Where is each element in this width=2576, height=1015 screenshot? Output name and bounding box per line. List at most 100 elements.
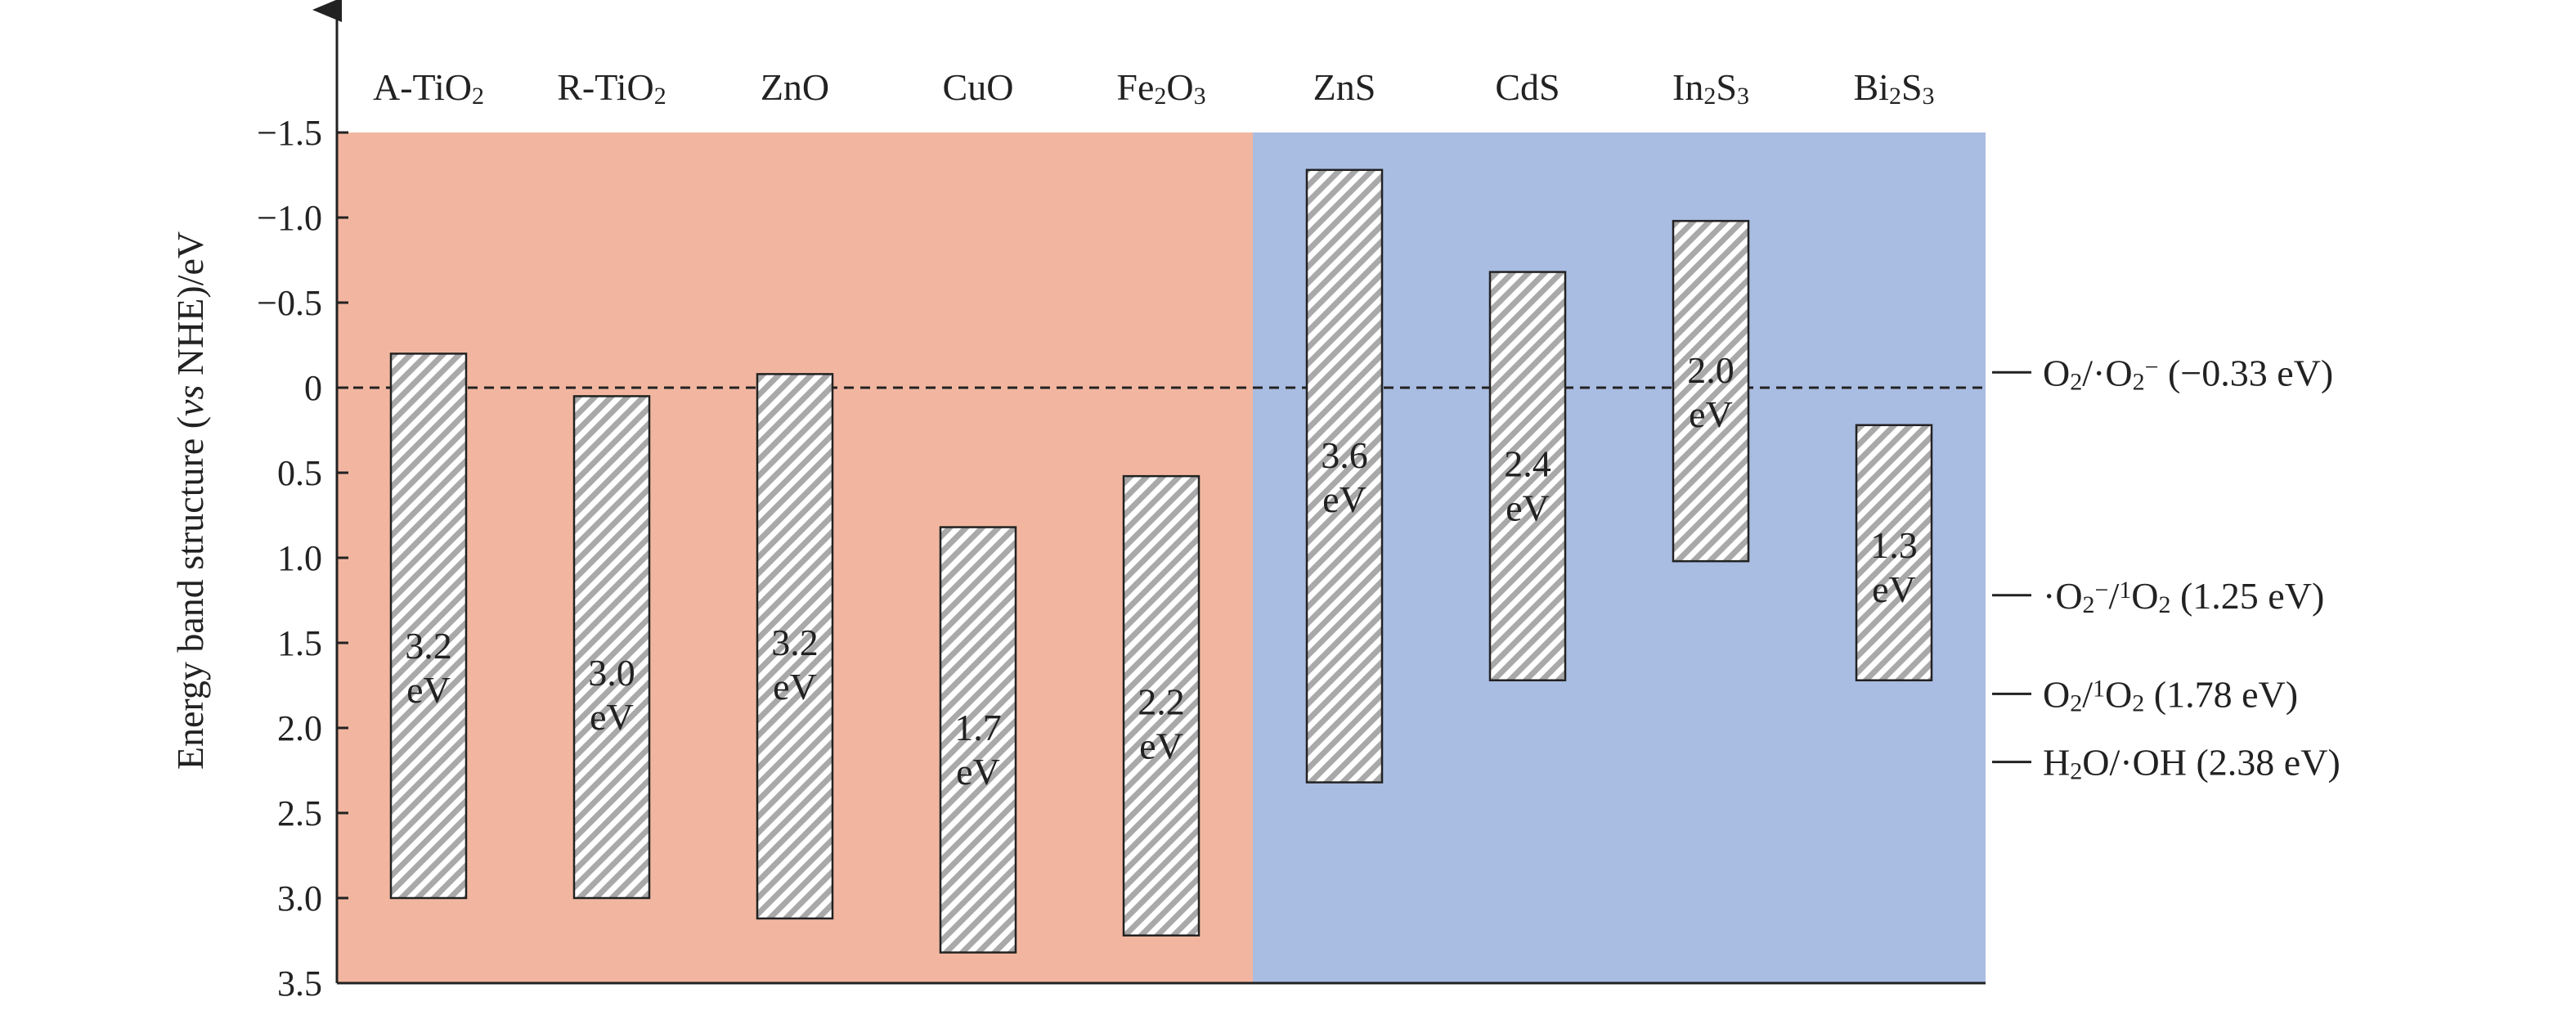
- band-gap-value-ZnS: 3.6: [1321, 434, 1368, 476]
- y-axis-title-italic: vs: [169, 385, 211, 416]
- y-tick-label: 3.0: [277, 878, 322, 918]
- reference-level-label-0-segment: 2: [2133, 369, 2145, 396]
- reference-level-label-1-segment: /: [2108, 575, 2119, 617]
- category-label-ZnS: ZnS: [1313, 66, 1376, 108]
- reference-level-label-3-segment: 2: [2070, 758, 2082, 785]
- reference-level-label-2: O2/1O2 (1.78 eV): [2043, 673, 2298, 716]
- band-bar-In2S3: [1672, 219, 1750, 563]
- category-label-In2S3-segment: In: [1672, 66, 1703, 108]
- y-tick-label: 3.5: [277, 963, 322, 1004]
- reference-level-label-2-segment: 2: [2070, 690, 2082, 717]
- y-tick-label: −1.0: [257, 198, 322, 238]
- category-label-A-TiO2: A-TiO2: [373, 66, 484, 110]
- reference-level-label-1-segment: 2: [2158, 591, 2170, 618]
- y-tick-label: 1.0: [277, 538, 322, 578]
- category-label-CuO-segment: CuO: [943, 66, 1014, 108]
- category-label-Fe2O3-segment: 3: [1194, 83, 1206, 110]
- category-label-ZnS-segment: ZnS: [1313, 66, 1376, 108]
- band-gap-unit-CuO: eV: [956, 751, 1000, 793]
- band-bar-ZnO: [756, 373, 834, 920]
- band-gap-unit-CdS: eV: [1506, 487, 1550, 528]
- reference-level-label-3-segment: O/·OH (2.38 eV): [2082, 742, 2340, 784]
- band-gap-unit-ZnS: eV: [1322, 478, 1367, 520]
- reference-level-label-0-segment: O: [2043, 352, 2070, 393]
- band-gap-value-ZnO: 3.2: [771, 622, 819, 663]
- reference-level-label-1-segment: −: [2095, 576, 2109, 603]
- band-gap-value-R-TiO2: 3.0: [588, 652, 635, 694]
- reference-level-label-1-segment: ·O: [2043, 575, 2083, 617]
- y-tick-label: −0.5: [257, 283, 322, 323]
- band-bar-CuO: [939, 526, 1017, 954]
- band-gap-value-A-TiO2: 3.2: [405, 625, 452, 667]
- reference-level-label-1-segment: 2: [2083, 591, 2095, 618]
- reference-level-label-1-segment: (1.25 eV): [2170, 575, 2324, 617]
- category-label-ZnO-segment: ZnO: [761, 66, 829, 108]
- y-tick-label: 0.5: [277, 453, 322, 493]
- category-label-In2S3-segment: 2: [1703, 83, 1716, 110]
- category-label-In2S3-segment: S: [1716, 66, 1737, 108]
- category-label-CuO: CuO: [943, 66, 1014, 108]
- reference-level-label-3: H2O/·OH (2.38 eV): [2043, 742, 2340, 785]
- band-bar-CdS: [1488, 271, 1567, 682]
- category-label-R-TiO2-segment: R-TiO: [557, 66, 653, 108]
- y-axis-title-part: NHE)/eV: [169, 231, 211, 385]
- band-gap-value-CuO: 1.7: [954, 707, 1002, 748]
- band-bar-A-TiO2: [389, 353, 468, 900]
- y-tick-label: 1.5: [277, 623, 322, 663]
- y-tick-label: 2.0: [277, 708, 322, 748]
- reference-level-label-0-segment: 2: [2070, 369, 2082, 396]
- category-label-A-TiO2-segment: 2: [472, 83, 484, 110]
- category-label-Fe2O3-segment: 2: [1154, 83, 1166, 110]
- category-label-ZnO: ZnO: [761, 66, 829, 108]
- reference-level-label-0: O2/·O2− (−0.33 eV): [2043, 352, 2333, 395]
- reference-level-label-2-segment: (1.78 eV): [2144, 673, 2298, 715]
- reference-level-label-0-segment: /·O: [2082, 352, 2132, 393]
- reference-level-label-1-segment: 1: [2119, 576, 2131, 603]
- reference-level-label-3-segment: H: [2043, 742, 2070, 784]
- category-label-R-TiO2-segment: 2: [654, 83, 666, 110]
- y-axis-title: Energy band structure (vs NHE)/eV: [169, 231, 211, 770]
- category-label-Bi2S3: Bi2S3: [1853, 66, 1934, 110]
- band-gap-unit-In2S3: eV: [1689, 393, 1733, 435]
- category-label-R-TiO2: R-TiO2: [557, 66, 666, 110]
- category-label-Fe2O3-segment: Fe: [1116, 66, 1154, 108]
- category-label-CdS: CdS: [1495, 66, 1560, 108]
- category-label-A-TiO2-segment: A-TiO: [373, 66, 472, 108]
- reference-level-label-1: ·O2−/1O2 (1.25 eV): [2043, 575, 2324, 618]
- band-gap-value-CdS: 2.4: [1504, 442, 1551, 484]
- category-label-Fe2O3-segment: O: [1166, 66, 1193, 108]
- band-gap-unit-Fe2O3: eV: [1139, 725, 1183, 767]
- category-label-Fe2O3: Fe2O3: [1116, 66, 1205, 110]
- reference-level-label-2-segment: 2: [2132, 690, 2144, 717]
- band-gap-unit-Bi2S3: eV: [1872, 568, 1916, 610]
- category-label-Bi2S3-segment: 2: [1889, 83, 1901, 110]
- category-label-Bi2S3-segment: S: [1901, 66, 1923, 108]
- band-gap-unit-R-TiO2: eV: [590, 696, 634, 738]
- category-label-CdS-segment: CdS: [1495, 66, 1560, 108]
- band-gap-value-Bi2S3: 1.3: [1870, 524, 1918, 566]
- band-bar-R-TiO2: [572, 395, 651, 900]
- band-gap-value-Fe2O3: 2.2: [1138, 681, 1185, 723]
- reference-level-label-1-segment: O: [2131, 575, 2158, 617]
- y-axis-title-part: Energy band structure (: [169, 416, 211, 770]
- band-bar-ZnS: [1305, 168, 1384, 784]
- y-tick-label: 0: [304, 368, 322, 408]
- reference-level-label-0-segment: (−0.33 eV): [2158, 352, 2333, 393]
- reference-level-label-2-segment: O: [2043, 673, 2070, 715]
- category-label-Bi2S3-segment: Bi: [1853, 66, 1888, 108]
- reference-level-label-2-segment: 1: [2093, 675, 2105, 702]
- reference-level-label-2-segment: O: [2105, 673, 2132, 715]
- y-tick-label: 2.5: [277, 793, 322, 833]
- category-label-Bi2S3-segment: 3: [1923, 83, 1935, 110]
- band-gap-unit-ZnO: eV: [773, 666, 817, 707]
- band-bar-Bi2S3: [1855, 424, 1933, 682]
- reference-level-label-2-segment: /: [2082, 673, 2093, 715]
- band-bar-Fe2O3: [1122, 474, 1200, 937]
- reference-level-label-0-segment: −: [2145, 353, 2159, 380]
- band-gap-value-In2S3: 2.0: [1687, 349, 1735, 391]
- band-gap-unit-A-TiO2: eV: [406, 669, 451, 711]
- category-label-In2S3-segment: 3: [1737, 83, 1749, 110]
- y-tick-label: −1.5: [257, 113, 322, 153]
- category-label-In2S3: In2S3: [1672, 66, 1749, 110]
